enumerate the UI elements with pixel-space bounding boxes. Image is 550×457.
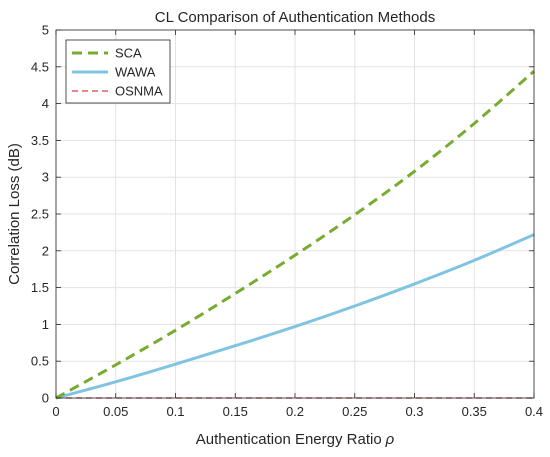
legend: SCA WAWA OSNMA	[65, 39, 171, 104]
x-tick-label: 0.2	[286, 404, 304, 419]
x-tick-label: 0.4	[525, 404, 543, 419]
y-tick-label: 4.5	[31, 59, 49, 74]
legend-label-wawa: WAWA	[115, 65, 156, 80]
y-tick-label: 1	[42, 317, 49, 332]
series-line-sca	[55, 70, 535, 400]
y-tick-label: 3	[42, 170, 49, 185]
x-tick-label: 0	[52, 404, 59, 419]
y-tick-label: 4	[42, 96, 49, 111]
x-tick-label: 0.15	[223, 404, 248, 419]
x-tick-label: 0.3	[405, 404, 423, 419]
y-tick-label: 0.5	[31, 354, 49, 369]
x-axis-title-text: Authentication Energy Ratio	[196, 431, 382, 448]
y-tick-label: 0	[42, 391, 49, 406]
chart-title: CL Comparison of Authentication Methods	[155, 9, 435, 26]
series-line-wawa	[55, 233, 535, 400]
y-tick-label: 2	[42, 243, 49, 258]
x-axis-title: Authentication Energy Ratio ρ	[196, 431, 395, 448]
y-tick-label: 5	[42, 23, 49, 38]
ticks: 0 0.05 0.1 0.15 0.2 0.25 0.3 0.35 0.4 0 0.5 1 1.5 2 2.…	[31, 23, 543, 420]
y-axis-title: Correlation Loss (dB)	[6, 143, 23, 285]
y-tick-label: 2.5	[31, 207, 49, 222]
legend-label-osnma: OSNMA	[115, 84, 163, 99]
x-tick-label: 0.35	[462, 404, 487, 419]
x-tick-label: 0.05	[103, 404, 128, 419]
grid	[55, 29, 535, 399]
legend-label-sca: SCA	[115, 46, 142, 61]
y-tick-label: 3.5	[31, 133, 49, 148]
x-tick-label: 0.1	[166, 404, 184, 419]
x-tick-label: 0.25	[342, 404, 367, 419]
x-axis-title-symbol: ρ	[385, 431, 395, 448]
y-tick-label: 1.5	[31, 280, 49, 295]
